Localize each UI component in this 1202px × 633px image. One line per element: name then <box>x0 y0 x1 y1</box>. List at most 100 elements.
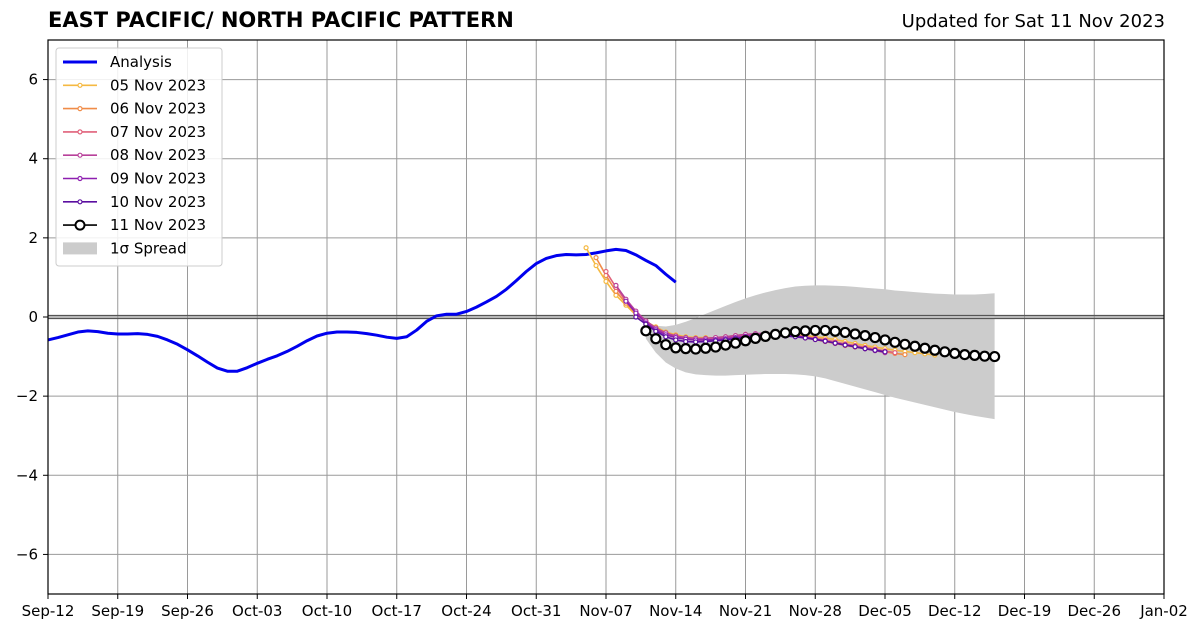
forecast-point <box>849 328 861 340</box>
forecast-point <box>872 347 878 353</box>
forecast-point <box>812 336 818 343</box>
series <box>47 245 1001 373</box>
forecast-point <box>680 343 692 355</box>
legend-box <box>55 47 223 267</box>
forecast-point <box>919 342 931 354</box>
y-tick-label: 0 <box>28 308 38 326</box>
forecast-point <box>739 335 752 347</box>
forecast-point <box>650 333 662 345</box>
forecast-point <box>859 329 871 342</box>
legend-label: 05 Nov 2023 <box>110 76 206 94</box>
x-tick-label: Oct-24 <box>441 602 491 620</box>
legend-label: 09 Nov 2023 <box>110 170 206 188</box>
legend-label: 11 Nov 2023 <box>110 216 206 234</box>
legend-item: 06 Nov 2023 <box>63 100 206 118</box>
forecast-point <box>633 314 639 320</box>
axes: Sep-12 Sep-19 Sep-26 Oct-03 Oct-10 Oct-17 Oct-… <box>16 39 1188 620</box>
legend-marker <box>77 175 83 182</box>
forecast-point <box>719 339 732 351</box>
x-tick-label: Nov-07 <box>579 602 632 620</box>
forecast-point <box>832 340 838 346</box>
x-tick-label: Sep-19 <box>91 602 144 620</box>
legend-label: Analysis <box>110 53 172 71</box>
x-tick-label: Jan-02 <box>1139 602 1188 620</box>
x-tick-label: Sep-12 <box>22 602 75 620</box>
forecast-series-11-nov-2023 <box>640 324 1001 363</box>
forecast-point <box>799 325 811 337</box>
forecast-point <box>673 337 679 343</box>
forecast-point <box>862 346 868 352</box>
legend-marker <box>77 105 83 112</box>
forecast-point <box>759 330 772 342</box>
forecast-point <box>789 326 801 338</box>
forecast-point <box>683 338 689 345</box>
legend-label: 10 Nov 2023 <box>110 193 206 211</box>
forecast-point <box>839 326 851 339</box>
forecast-point <box>613 282 619 288</box>
forecast-point <box>909 340 921 352</box>
x-tick-label: Dec-12 <box>928 602 982 620</box>
y-tick-label: 4 <box>28 150 38 168</box>
forecast-point <box>593 255 599 261</box>
legend-label: 08 Nov 2023 <box>110 146 206 164</box>
chart-subtitle: Updated for Sat 11 Nov 2023 <box>901 11 1165 32</box>
forecast-point <box>949 347 961 360</box>
y-tick-label: −2 <box>16 387 38 405</box>
legend: Analysis 05 Nov 2023 06 Nov 2023 07 Nov 202… <box>55 47 223 267</box>
zero-line <box>48 314 1164 320</box>
y-tick-label: −6 <box>16 545 38 563</box>
forecast-point <box>899 338 911 350</box>
forecast-point <box>842 342 848 348</box>
x-tick-label: Nov-21 <box>719 602 772 620</box>
forecast-point <box>879 334 891 346</box>
forecast-point <box>989 350 1001 363</box>
forecast-point <box>710 341 722 353</box>
legend-label: 06 Nov 2023 <box>110 100 206 118</box>
forecast-point <box>769 328 781 341</box>
legend-item: 1σ Spread <box>63 239 187 257</box>
x-tick-label: Nov-14 <box>649 602 702 620</box>
x-tick-label: Sep-26 <box>161 602 214 620</box>
x-tick-label: Dec-26 <box>1067 602 1121 620</box>
forecast-point <box>819 324 831 337</box>
forecast-point <box>889 336 901 348</box>
legend-marker <box>77 152 83 158</box>
x-tick-label: Oct-03 <box>232 602 282 620</box>
legend-marker <box>77 129 83 135</box>
forecast-point <box>749 332 762 344</box>
legend-item: 07 Nov 2023 <box>63 123 206 141</box>
legend-item: 10 Nov 2023 <box>63 193 206 211</box>
x-tick-label: Oct-31 <box>511 602 561 620</box>
y-tick-label: 6 <box>28 71 38 89</box>
forecast-point <box>603 278 609 284</box>
forecast-point <box>670 342 682 354</box>
legend-swatch <box>63 242 97 255</box>
legend-item: 08 Nov 2023 <box>63 146 206 164</box>
analysis-line <box>47 247 677 373</box>
x-tick-label: Oct-17 <box>372 602 422 620</box>
forecast-point <box>693 339 699 345</box>
forecast-point <box>959 348 971 361</box>
forecast-point <box>969 349 981 361</box>
forecast-point <box>822 338 828 344</box>
x-tick-label: Nov-28 <box>789 602 842 620</box>
forecast-point <box>809 324 821 337</box>
x-tick-label: Oct-10 <box>302 602 352 620</box>
y-tick-label: 2 <box>28 229 38 247</box>
forecast-point <box>869 331 881 344</box>
forecast-point <box>663 334 669 340</box>
forecast-point <box>852 344 858 350</box>
forecast-point <box>583 245 589 251</box>
legend-item: 05 Nov 2023 <box>63 76 206 94</box>
forecast-point <box>929 344 941 356</box>
forecast-point <box>603 268 609 275</box>
forecast-point <box>660 339 672 351</box>
legend-marker <box>77 82 83 88</box>
legend-marker <box>74 219 86 231</box>
forecast-point <box>892 350 898 356</box>
legend-item: 11 Nov 2023 <box>63 216 206 234</box>
forecast-point <box>729 337 742 349</box>
y-tick-label: −4 <box>16 466 38 484</box>
chart-title: EAST PACIFIC/ NORTH PACIFIC PATTERN <box>48 8 514 32</box>
